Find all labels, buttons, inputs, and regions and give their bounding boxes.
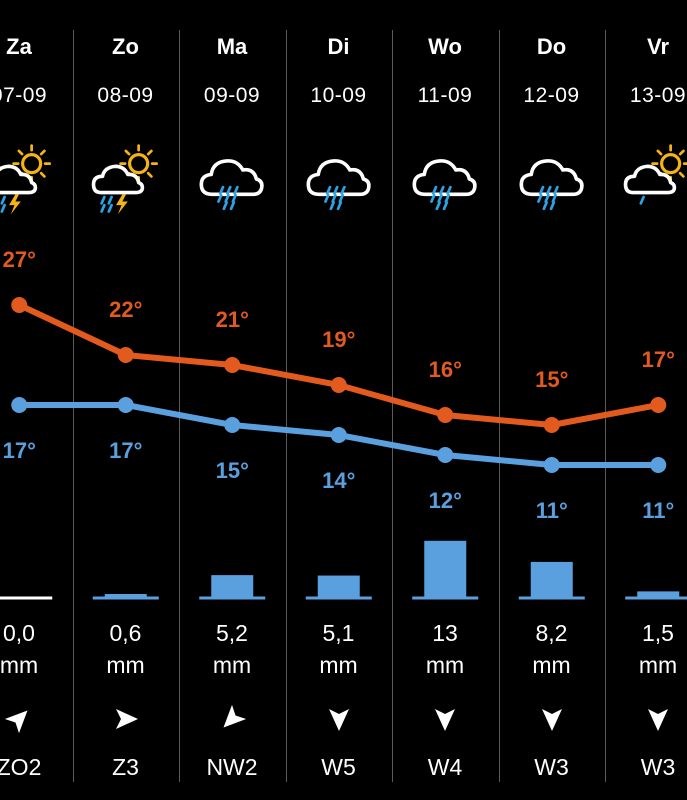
column-divider [498,30,500,782]
wind-direction-arrow-icon [324,704,354,734]
max-temperature-label: 16° [429,357,462,382]
min-temperature-label: 17° [3,438,36,463]
day-column-di[interactable]: Di 10-09 5,1 mm W5 [286,0,392,800]
day-name: Wo [428,34,462,59]
wind-label: W3 [640,754,676,780]
max-temperature-label: 19° [322,327,355,352]
thunderstorm-sun-icon [91,144,158,215]
day-date: 13-09 [629,84,687,107]
rain-icon [412,159,477,211]
precipitation-bar [104,594,147,598]
min-temperature-point [437,447,454,463]
precipitation-unit: mm [319,652,358,678]
min-temperature-point [224,417,241,433]
max-temperature-point [437,407,454,423]
day-date: 10-09 [310,84,367,107]
max-temperature-label: 21° [216,307,249,332]
min-temperature-point [330,427,347,443]
wind-direction-arrow-icon [217,704,247,734]
wind-label: ZO2 [0,754,42,780]
min-temperature-label: 15° [216,458,249,483]
wind-label: W5 [321,754,356,780]
sun-cloud-drizzle-icon [623,144,687,205]
wind-direction-arrow-icon [643,704,673,734]
day-date: 12-09 [523,84,580,107]
day-name: Zo [112,34,139,59]
max-temperature-point [224,357,241,373]
precipitation-unit: mm [638,652,678,678]
precipitation-bar [424,540,467,598]
max-temperature-point [650,397,667,413]
min-temperature-label: 12° [429,488,462,513]
precipitation-value: 8,2 [535,620,568,646]
precipitation-unit: mm [106,652,145,678]
day-date: 07-09 [0,84,48,107]
max-temperature-label: 27° [3,247,36,272]
wind-label: W4 [427,754,463,780]
day-name: Vr [646,34,670,59]
precipitation-value: 5,2 [216,620,248,646]
precipitation-value: 0,0 [3,620,35,646]
min-temperature-label: 11° [642,498,674,523]
min-temperature-point [11,397,28,413]
day-name: Di [327,34,350,59]
day-column-za[interactable]: Za 07-09 0,0 mm ZO2 [0,0,72,800]
day-column-do[interactable]: Do 12-09 8,2 mm W3 [499,0,605,800]
min-temperature-label: 17° [109,438,142,463]
day-column-ma[interactable]: Ma 09-09 5,2 mm NW2 [179,0,285,800]
max-temperature-point [543,417,560,433]
wind-label: Z3 [112,754,139,780]
day-name: Ma [216,34,248,59]
wind-label: W3 [534,754,569,780]
wind-direction-arrow-icon [537,704,567,734]
day-column-zo[interactable]: Zo 08-09 0,6 mm Z3 [73,0,179,800]
day-date: 11-09 [417,84,473,107]
day-column-wo[interactable]: Wo 11-09 13 mm W4 [392,0,498,800]
day-column-vr[interactable]: Vr 13-09 1,5 mm W3 [605,0,687,800]
column-divider [179,30,180,782]
min-temperature-point [543,457,560,473]
max-temperature-point [117,347,134,363]
precipitation-value: 5,1 [322,620,355,646]
rain-icon [306,159,371,211]
min-temperature-label: 11° [536,498,568,523]
precipitation-value: 1,5 [642,620,674,646]
wind-direction-arrow-icon [430,704,460,734]
day-date: 08-09 [97,84,154,107]
day-name: Do [536,34,567,59]
wind-direction-arrow-icon [4,704,34,734]
max-temperature-label: 17° [642,347,675,372]
day-date: 09-09 [203,84,261,107]
max-temperature-label: 15° [535,367,568,392]
wind-label: NW2 [206,754,258,780]
precipitation-bar [317,575,360,598]
column-divider [285,30,287,782]
min-temperature-label: 14° [322,468,355,493]
precipitation-value: 0,6 [109,620,142,646]
precipitation-unit: mm [425,652,465,678]
precipitation-unit: mm [212,652,252,678]
precipitation-value: 13 [432,620,458,646]
min-temperature-point [650,457,667,473]
min-temperature-point [117,397,134,413]
thunderstorm-sun-icon [0,144,52,215]
wind-direction-arrow-icon [111,704,141,734]
max-temperature-point [11,297,28,313]
precipitation-bar [530,561,573,598]
precipitation-bar [211,575,254,598]
precipitation-unit: mm [532,652,571,678]
rain-icon [519,159,584,211]
rain-icon [199,159,264,211]
column-divider [392,30,393,782]
column-divider [605,30,606,782]
precipitation-unit: mm [0,652,39,678]
precipitation-bar [637,591,680,598]
day-name: Za [6,34,32,59]
max-temperature-label: 22° [109,297,142,322]
max-temperature-point [330,377,347,393]
